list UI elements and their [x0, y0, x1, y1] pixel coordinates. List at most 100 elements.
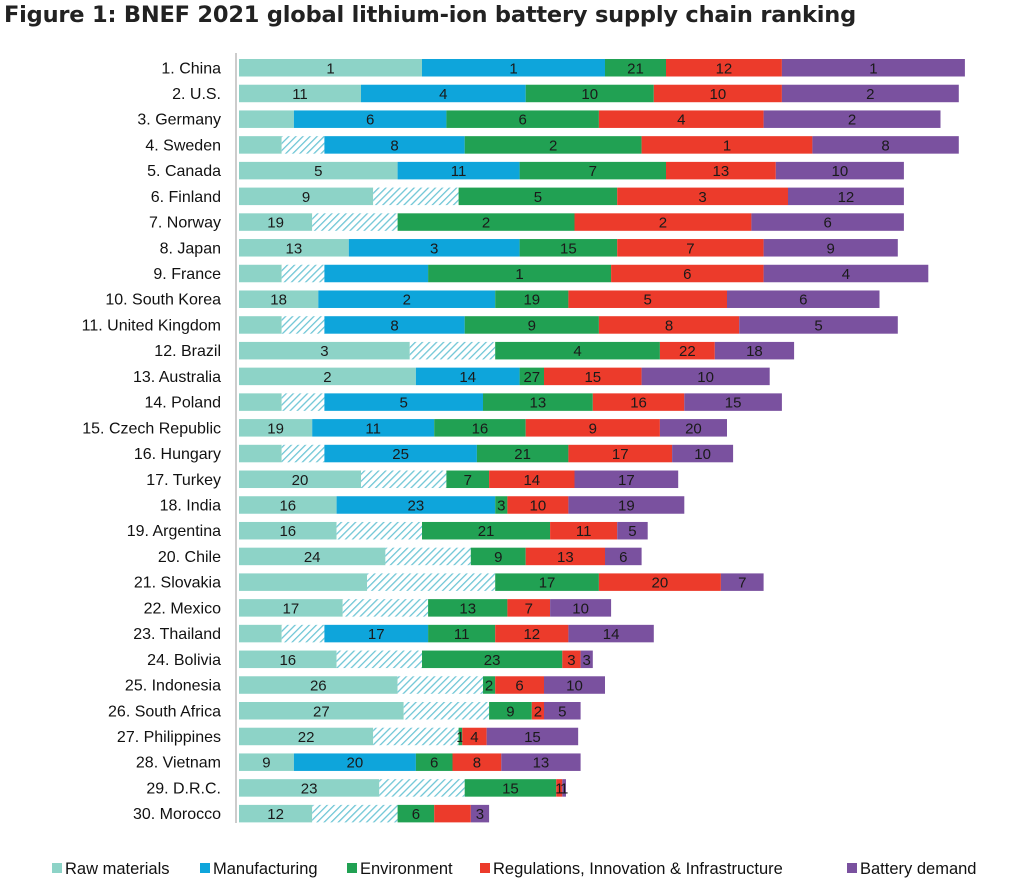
- category-label: 27. Philippines: [117, 729, 221, 746]
- bar-segment-raw-materials-hatched: [281, 136, 325, 154]
- bar-segment-regulations-innovation-infrastructure: [617, 187, 788, 206]
- data-label: 21: [514, 446, 531, 463]
- bar-segment-raw-materials-hatched: [379, 779, 465, 797]
- data-label: 4: [573, 343, 581, 360]
- bar-segment-raw-materials: [239, 521, 337, 540]
- bar-segment-raw-materials: [239, 496, 337, 514]
- data-label: 13: [286, 240, 303, 257]
- bar-segment-regulations-innovation-infrastructure: [452, 753, 502, 771]
- category-label: 18. India: [160, 497, 221, 514]
- bar-segment-battery-demand: [562, 779, 566, 797]
- bar-segment-raw-materials-hatched: [336, 650, 422, 669]
- data-label: 13: [713, 163, 730, 180]
- data-label: 3: [320, 343, 328, 360]
- data-label: 17: [612, 446, 629, 463]
- data-label: 7: [464, 472, 472, 489]
- data-label: 10: [530, 497, 547, 514]
- category-label: 15. Czech Republic: [82, 420, 221, 437]
- bar-segment-raw-materials-hatched: [367, 573, 496, 591]
- category-label: 7. Norway: [149, 215, 221, 232]
- bar-segment-manufacturing: [415, 367, 520, 386]
- category-labels: 1. China 2. U.S. 3. Germany 4. Sweden 5. Can…: [82, 60, 221, 823]
- bar-segment-environment: [428, 599, 508, 617]
- bar-segment-raw-materials: [239, 341, 410, 360]
- data-label: 24: [304, 549, 321, 566]
- data-label: 6: [515, 678, 523, 695]
- bar-segment-manufacturing: [293, 110, 447, 128]
- data-label: 8: [665, 317, 673, 334]
- data-label: 4: [677, 112, 685, 129]
- bar-segment-manufacturing: [312, 419, 435, 437]
- legend-swatch-regulations-innovation-infrastructure: [480, 863, 490, 873]
- bar-segment-environment: [470, 547, 526, 566]
- bar-segment-battery-demand: [470, 804, 490, 823]
- bar-segment-raw-materials-hatched: [373, 727, 459, 746]
- bar-segment-environment: [519, 161, 666, 180]
- data-label: 17: [539, 575, 556, 592]
- bar-segment-regulations-innovation-infrastructure: [598, 110, 764, 128]
- bar-segment-raw-materials: [239, 753, 294, 771]
- data-label: 19: [267, 215, 284, 232]
- category-label: 23. Thailand: [133, 626, 221, 643]
- data-label: 10: [566, 678, 583, 695]
- data-label: 10: [572, 600, 589, 617]
- bar-segment-manufacturing: [324, 444, 477, 463]
- bar-segment-environment: [428, 264, 612, 283]
- bar-segment-battery-demand: [751, 213, 904, 231]
- bar-segment-regulations-innovation-infrastructure: [544, 367, 642, 386]
- data-label: 11: [292, 86, 308, 103]
- bar-segment-manufacturing: [336, 496, 496, 514]
- data-label: 15: [584, 369, 601, 386]
- bar-segment-manufacturing: [324, 136, 465, 154]
- bar-segment-manufacturing: [318, 290, 496, 308]
- category-label: 17. Turkey: [146, 472, 221, 489]
- data-label: 15: [502, 780, 519, 797]
- data-label: 3: [698, 189, 706, 206]
- data-label: 9: [506, 703, 514, 720]
- bar-segment-regulations-innovation-infrastructure: [495, 624, 569, 643]
- data-label: 5: [534, 189, 542, 206]
- data-label: 16: [279, 523, 296, 540]
- bar-segment-battery-demand: [568, 624, 654, 643]
- bar-segment-battery-demand: [568, 496, 685, 514]
- bar-segment-battery-demand: [617, 521, 648, 540]
- data-label: 12: [523, 626, 540, 643]
- data-label: 9: [528, 317, 536, 334]
- bar-segment-raw-materials: [239, 367, 416, 386]
- legend-label: Environment: [360, 860, 453, 878]
- bar-segment-environment: [464, 316, 599, 334]
- data-label: 11: [576, 523, 592, 540]
- bar-segment-regulations-innovation-infrastructure: [507, 496, 569, 514]
- bar-segment-raw-materials: [239, 84, 361, 103]
- bar-segment-regulations-innovation-infrastructure: [556, 779, 563, 797]
- bar-segment-raw-materials-hatched: [336, 521, 422, 540]
- data-label: 4: [439, 86, 447, 103]
- data-label: 3: [476, 806, 484, 823]
- data-label: 6: [799, 292, 807, 309]
- bar-segment-environment: [464, 779, 557, 797]
- bar-segment-regulations-innovation-infrastructure: [617, 239, 764, 257]
- data-label: 9: [494, 549, 502, 566]
- bar-segment-raw-materials: [239, 676, 398, 694]
- bar-segment-battery-demand: [544, 702, 581, 720]
- bar-segment-raw-materials-hatched: [281, 264, 325, 283]
- data-label: 26: [310, 678, 327, 695]
- bar-segment-battery-demand: [739, 316, 898, 334]
- bar-segment-regulations-innovation-infrastructure: [666, 59, 782, 77]
- data-label: 17: [368, 626, 385, 643]
- data-label: 3: [583, 652, 591, 669]
- bar-segment-raw-materials: [239, 110, 294, 128]
- data-label: 25: [392, 446, 409, 463]
- legend-swatch-environment: [347, 863, 357, 873]
- bar-segment-raw-materials-hatched: [281, 393, 325, 411]
- data-label: 22: [298, 729, 315, 746]
- bar-segment-environment: [483, 393, 593, 411]
- bar-segment-environment: [458, 727, 463, 746]
- data-label: 12: [267, 806, 284, 823]
- data-label: 6: [412, 806, 420, 823]
- bar-segment-manufacturing: [324, 393, 483, 411]
- bar-segment-environment: [483, 676, 496, 694]
- bar-segment-regulations-innovation-infrastructure: [495, 676, 544, 694]
- bar-segment-environment: [495, 496, 508, 514]
- data-label: 20: [347, 755, 364, 772]
